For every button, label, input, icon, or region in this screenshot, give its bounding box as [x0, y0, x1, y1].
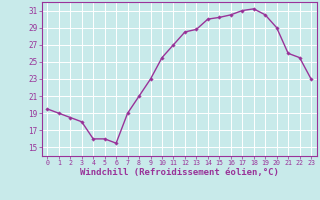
X-axis label: Windchill (Refroidissement éolien,°C): Windchill (Refroidissement éolien,°C) — [80, 168, 279, 177]
